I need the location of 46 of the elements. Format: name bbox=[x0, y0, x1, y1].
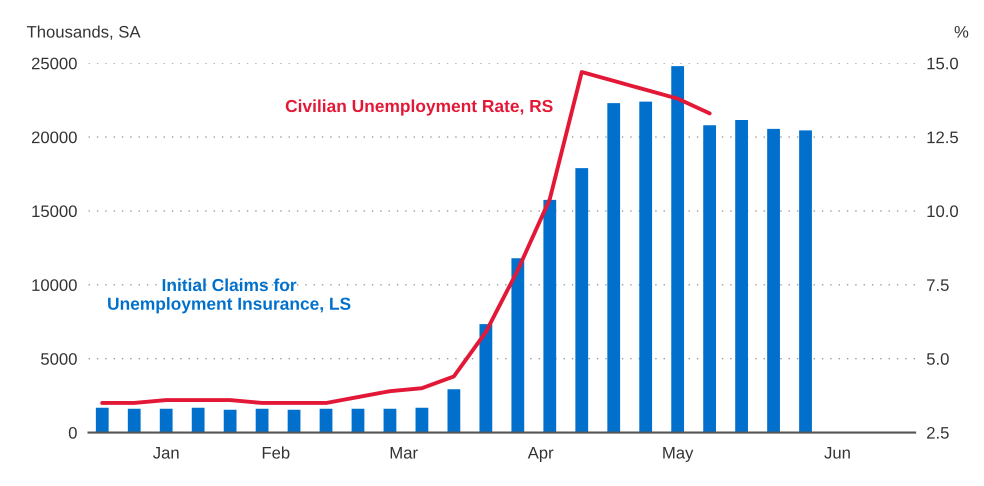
y-tick-label: 0 bbox=[68, 426, 77, 439]
bar bbox=[671, 66, 684, 433]
bar bbox=[256, 408, 268, 433]
y-tick-label: 5000 bbox=[41, 353, 77, 365]
bar bbox=[575, 168, 588, 433]
x-tick-label: Jan bbox=[153, 447, 179, 459]
bar bbox=[224, 410, 237, 433]
y-tick-label: 20000 bbox=[32, 131, 77, 144]
bar bbox=[320, 408, 332, 433]
x-tick-label: May bbox=[663, 447, 694, 462]
bar bbox=[703, 125, 716, 433]
bar bbox=[607, 103, 620, 433]
bar bbox=[128, 408, 141, 433]
y2-tick-label: 10.0 bbox=[928, 205, 958, 218]
y2-tick-label: 5.0 bbox=[926, 353, 949, 365]
y2-tick-label: 15.0 bbox=[928, 58, 958, 70]
bar bbox=[447, 389, 460, 433]
bar bbox=[799, 130, 812, 433]
y2-tick-label: 2.5 bbox=[927, 426, 949, 439]
text: Initial Claims for Unemployment Insurance, LS bbox=[108, 278, 350, 314]
bar bbox=[735, 120, 748, 433]
bar bbox=[543, 200, 556, 433]
series-label: Civilian Unemployment Rate, RS bbox=[286, 99, 553, 116]
y-tick-label: 10000 bbox=[32, 279, 77, 291]
y2-tick-label: 12.5 bbox=[928, 131, 958, 144]
bar bbox=[160, 408, 173, 433]
y2-axis-title: % bbox=[954, 26, 968, 38]
line-series bbox=[100, 70, 712, 405]
bar bbox=[352, 408, 364, 433]
y-tick-label: 15000 bbox=[32, 205, 77, 218]
y-tick-label: 25000 bbox=[32, 58, 77, 70]
x-tick-label: Feb bbox=[262, 446, 290, 459]
bar bbox=[96, 408, 109, 433]
x-tick-label: Mar bbox=[390, 447, 418, 459]
bar bbox=[288, 410, 300, 433]
y2-tick-label: 7.5 bbox=[927, 279, 949, 291]
bar bbox=[479, 324, 492, 433]
bar bbox=[192, 408, 205, 433]
bar bbox=[416, 408, 428, 433]
y-axis-title: Thousands, SA bbox=[26, 25, 140, 40]
bar bbox=[639, 102, 652, 433]
x-tick-label: Apr bbox=[528, 447, 554, 462]
bar bbox=[511, 258, 524, 433]
bar bbox=[767, 128, 780, 433]
bar bbox=[384, 408, 396, 433]
x-tick-label: Jun bbox=[824, 447, 850, 459]
